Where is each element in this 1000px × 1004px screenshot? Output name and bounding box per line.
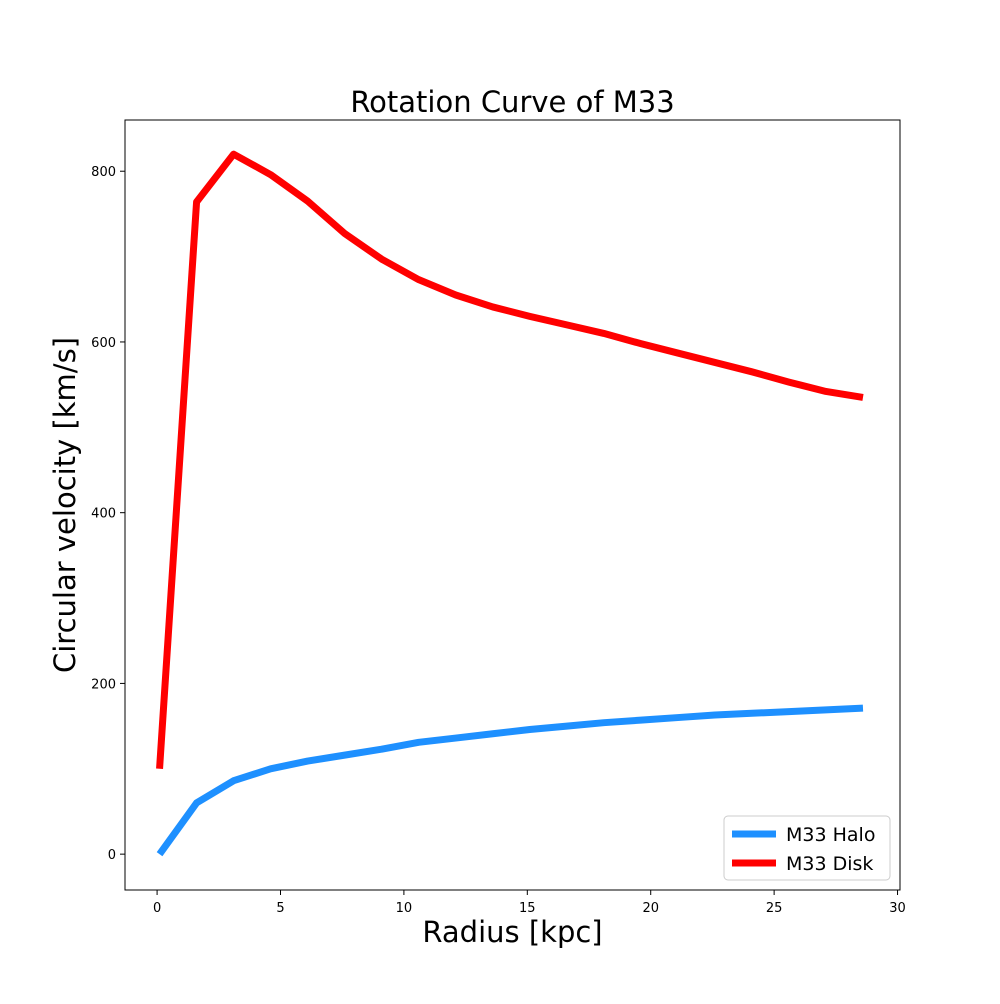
x-axis-ticks: 0 5 10 15 20 25 30 [153,890,906,916]
x-tick-label: 20 [642,901,659,916]
x-tick-label: 25 [766,901,783,916]
y-tick-label: 200 [91,677,116,692]
legend-label: M33 Halo [786,824,875,846]
legend: M33 Halo M33 Disk [723,815,891,881]
x-tick-label: 10 [396,901,413,916]
y-tick-label: 800 [91,165,116,180]
x-tick-label: 30 [889,901,906,916]
series-line-m33-halo [156,704,864,857]
x-tick-label: 0 [153,901,161,916]
y-tick-label: 400 [91,507,116,522]
series-line-m33-disk [156,150,864,770]
axes-frame [124,119,901,891]
x-tick-label: 15 [519,901,536,916]
y-axis-label: Circular velocity [km/s] [48,337,82,673]
legend-label: M33 Disk [786,853,873,875]
x-tick-label: 5 [276,901,284,916]
x-axis-label: Radius [kpc] [422,915,602,949]
chart-title: Rotation Curve of M33 [350,85,674,119]
y-tick-label: 600 [91,336,116,351]
y-axis-ticks: 0 200 400 600 800 [91,165,125,863]
y-tick-label: 0 [108,848,116,863]
plot-area [156,150,864,857]
